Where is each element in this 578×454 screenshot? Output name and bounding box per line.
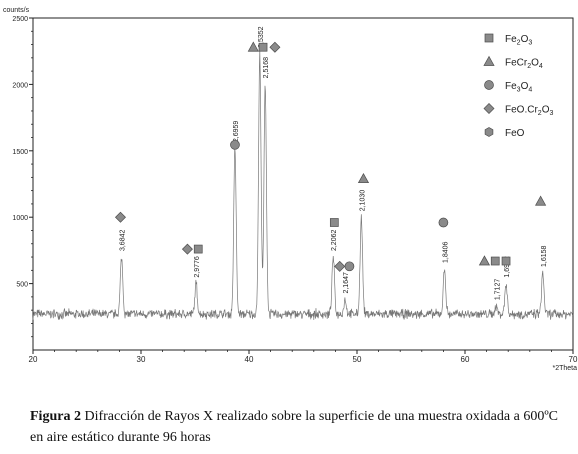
y-tick-label: 500	[16, 282, 28, 289]
legend-text-part: 3	[528, 40, 532, 47]
y-tick-label: 1000	[12, 215, 28, 222]
circle-marker	[438, 217, 449, 228]
y-tick-label: 2000	[12, 82, 28, 89]
peak-label: 3,6842	[120, 230, 127, 252]
legend-entry-label: FeCr2O4	[505, 58, 543, 71]
peak-label: 1,6932	[504, 256, 511, 278]
circle-marker	[230, 139, 240, 150]
legend-diamond-icon	[483, 103, 495, 114]
square-marker	[490, 256, 500, 266]
triangle-marker	[357, 172, 370, 184]
legend-text-part: Fe	[505, 81, 517, 92]
peak-label: 2,2062	[331, 230, 338, 252]
x-tick-label: 70	[569, 355, 578, 364]
square-marker	[258, 42, 268, 52]
triangle-marker	[247, 41, 259, 52]
chart-axes: 20 30 40 50 60 70 500 1000 1500 2000 2500 counts/s *…	[3, 7, 578, 372]
legend-text-part: FeO	[505, 128, 525, 139]
peak-label: 2,5168	[263, 57, 270, 79]
diamond-marker	[114, 211, 126, 223]
legend-text-part: O	[531, 58, 539, 69]
x-tick-label: 20	[29, 355, 38, 364]
y-tick-label: 1500	[12, 149, 28, 156]
x-tick-label: 40	[245, 355, 254, 364]
circle-marker	[344, 261, 355, 272]
peak-label: 2,9776	[194, 256, 201, 278]
triangle-marker	[478, 255, 491, 266]
diffraction-trace	[32, 50, 574, 320]
y-tick-label: 2500	[12, 16, 28, 23]
legend-text-part: 2	[517, 40, 521, 47]
peak-label: 1,7127	[494, 279, 501, 301]
plot-frame	[32, 17, 574, 351]
square-marker	[329, 218, 339, 227]
peak-label: 1,6158	[541, 245, 548, 267]
y-axis-label: counts/s	[3, 7, 30, 14]
peak-label: 1,8406	[442, 241, 449, 263]
xrd-chart: 20 30 40 50 60 70 500 1000 1500 2000 2500 counts/s *…	[3, 7, 578, 372]
legend-square-icon	[484, 33, 494, 43]
legend-triangle-icon	[483, 55, 495, 66]
legend-text-part: 2	[538, 110, 542, 117]
legend-text-part: FeCr	[505, 58, 528, 69]
legend-text-part: O	[521, 81, 529, 92]
legend-text-part: 4	[539, 63, 543, 70]
legend-text-part: O	[521, 34, 529, 45]
x-tick-label: 50	[353, 355, 362, 364]
peak-label: 2,6959	[233, 121, 240, 143]
diamond-marker	[181, 243, 193, 255]
legend-circle-icon	[484, 80, 494, 90]
legend-text-part: 3	[517, 87, 521, 94]
legend-text-part: O	[542, 105, 550, 116]
caption-text: Difracción de Rayos X realizado sobre la…	[30, 409, 559, 445]
diamond-marker	[334, 260, 346, 272]
legend-entry-label: Fe3O4	[505, 81, 532, 94]
x-tick-label: 30	[137, 355, 146, 364]
square-marker	[501, 256, 511, 266]
diamond-marker	[269, 41, 281, 53]
legend-text-part: Fe	[505, 34, 517, 45]
legend-text-part: 4	[528, 87, 532, 94]
legend-entry-label: FeO	[505, 128, 525, 139]
legend-text-part: FeO.Cr	[505, 105, 538, 116]
phase-markers	[114, 41, 547, 272]
peak-label: 2,1030	[359, 190, 366, 212]
triangle-marker	[535, 195, 547, 206]
peak-label: 2,5352	[258, 26, 265, 48]
x-axis-label: *2Theta	[552, 365, 577, 372]
caption-label: Figura 2	[30, 409, 81, 424]
figure-caption: Figura 2 Difracción de Rayos X realizado…	[30, 406, 570, 448]
legend-entry-label: Fe2O3	[505, 34, 532, 47]
square-marker	[193, 244, 203, 254]
xrd-signal	[32, 50, 574, 320]
x-tick-label: 60	[461, 355, 470, 364]
legend-text-part: 2	[527, 63, 531, 70]
legend-entry-label: FeO.Cr2O3	[505, 105, 553, 118]
peak-label: 2,1647	[343, 272, 350, 294]
legend-hexagon-icon	[484, 127, 494, 137]
peak-labels: 3,6842 2,9776 2,6959 2,5352 2,5168 2,2062 2,16…	[120, 26, 548, 300]
legend-text-part: 3	[549, 110, 553, 117]
